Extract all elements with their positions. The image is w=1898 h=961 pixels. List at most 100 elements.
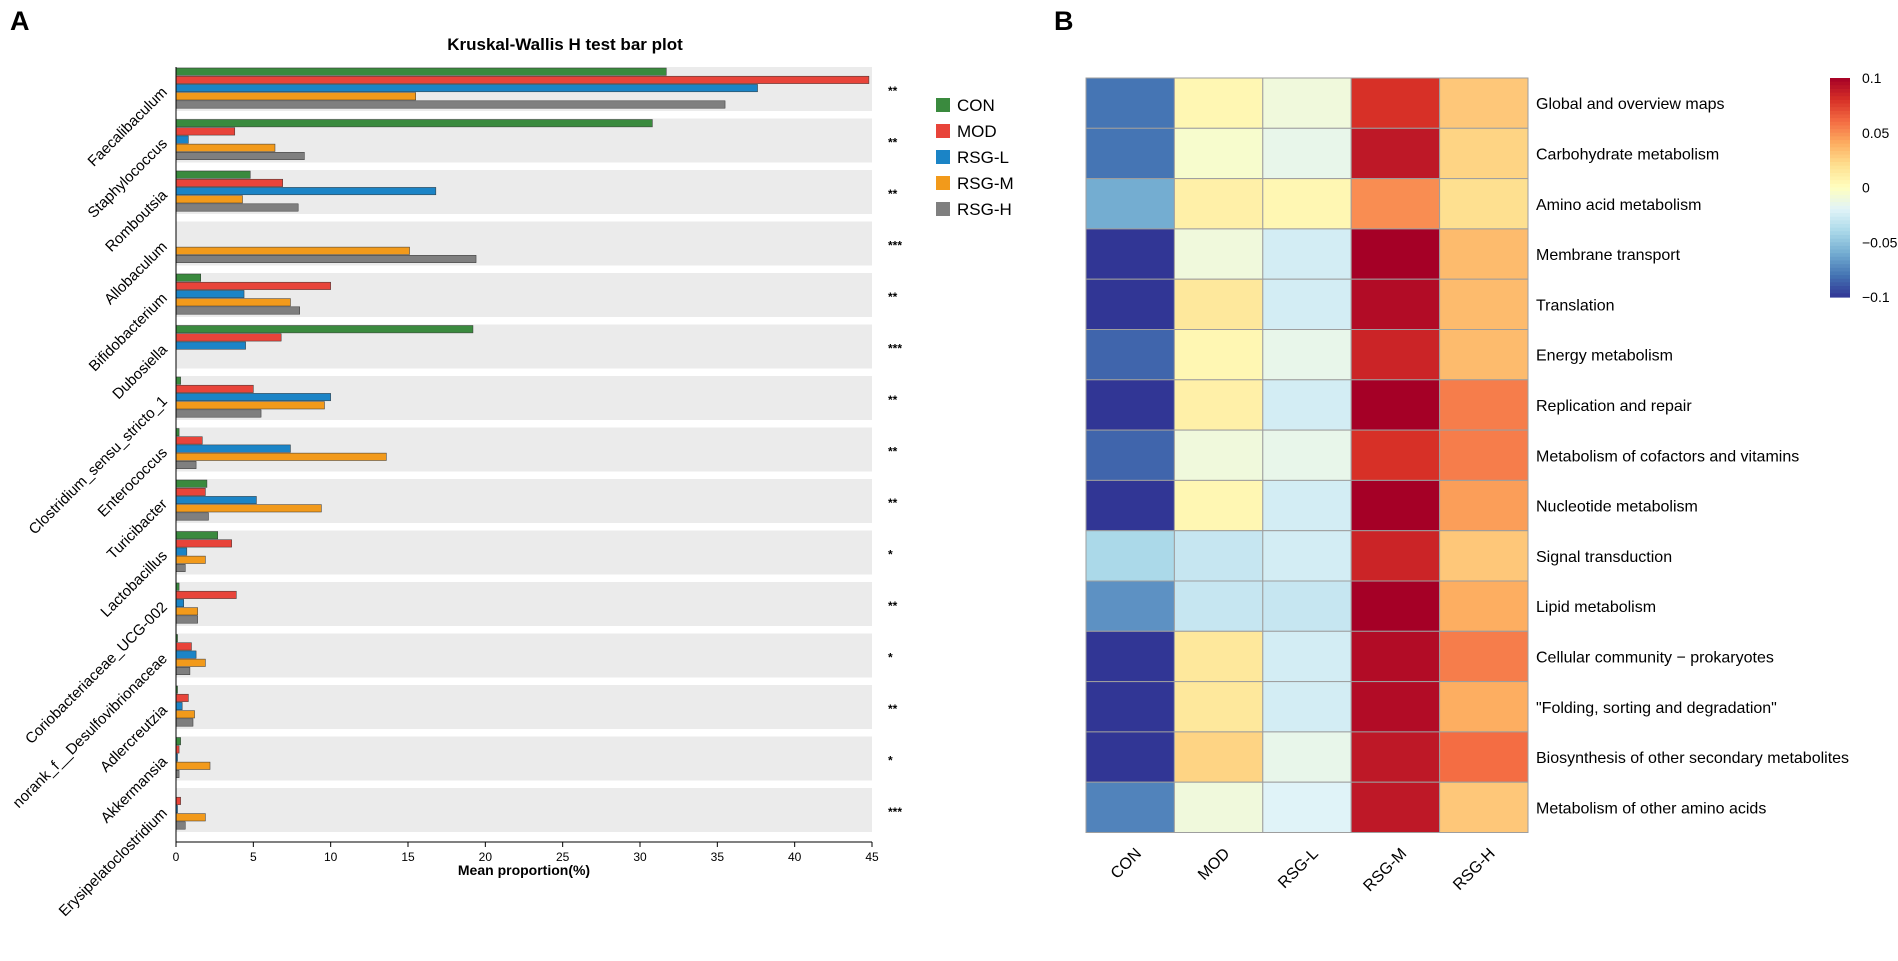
bar-chart-rows: Faecalibaculum **Staphylococcus **Rombouts… — [10, 67, 902, 920]
heat-cell-amino-acid-metabolism-rsg-l — [1262, 178, 1352, 230]
heat-cell-carbohydrate-metabolism-con — [1085, 127, 1175, 180]
heatmap-row-label: Cellular community − prokaryotes — [1536, 649, 1774, 666]
colorbar-segment — [1830, 191, 1850, 196]
bar-clostridium-sensu-stricto-1-con — [175, 376, 181, 385]
colorbar-segment — [1830, 92, 1850, 97]
heat-cell-biosynthesis-of-other-secondary-metabolites-rsg-h — [1439, 731, 1529, 783]
heat-cell-metabolism-of-other-amino-acids-rsg-h — [1439, 781, 1529, 834]
significance-label: ** — [888, 187, 898, 201]
colorbar-segment — [1830, 260, 1850, 265]
colorbar-segment — [1830, 180, 1850, 185]
colorbar-segment — [1830, 81, 1850, 86]
heat-cell-biosynthesis-of-other-secondary-metabolites-con — [1085, 731, 1175, 783]
bar-enterococcus-rsg-h — [175, 461, 197, 469]
bar-adlercreutzia-rsg-m — [175, 710, 195, 719]
heat-cell-biosynthesis-of-other-secondary-metabolites-mod — [1173, 731, 1264, 783]
colorbar-segment — [1830, 158, 1850, 163]
heatmap-row-label: Membrane transport — [1536, 247, 1681, 264]
bar-enterococcus-mod — [175, 436, 203, 445]
heat-cell-folding-sorting-and-degradation-con — [1085, 681, 1175, 733]
colorbar-segment — [1830, 238, 1850, 243]
x-tick-label: 30 — [633, 850, 647, 864]
legend-label-rsg-m: RSG-M — [957, 174, 1014, 193]
significance-label: *** — [888, 342, 902, 356]
row-band-lactobacillus — [176, 530, 872, 575]
bar-romboutsia-mod — [175, 178, 283, 187]
bar-clostridium-sensu-stricto-1-mod — [175, 384, 254, 393]
bar-turicibacter-mod — [175, 487, 206, 496]
bar-turicibacter-rsg-l — [175, 496, 257, 505]
heat-cell-carbohydrate-metabolism-mod — [1173, 127, 1264, 180]
heat-cell-metabolism-of-other-amino-acids-mod — [1173, 781, 1264, 834]
x-tick-label: 40 — [788, 850, 802, 864]
legend-label-con: CON — [957, 96, 995, 115]
colorbar-segment — [1830, 282, 1850, 287]
heatmap-column-label: RSG-M — [1360, 845, 1410, 895]
colorbar-segment — [1830, 205, 1850, 210]
row-band-erysipelatoclostridium — [176, 788, 872, 832]
colorbar-segment — [1830, 161, 1850, 167]
heat-cell-metabolism-of-cofactors-and-vitamins-rsg-l — [1262, 429, 1352, 481]
heat-cell-translation-mod — [1173, 278, 1264, 331]
bar-norank-f-desulfovibrionaceae-rsg-l — [175, 650, 197, 659]
heat-cell-global-and-overview-maps-rsg-m — [1350, 77, 1441, 129]
heat-cell-replication-and-repair-rsg-m — [1350, 379, 1441, 431]
heatmap-row-label: Energy metabolism — [1536, 348, 1673, 365]
legend-swatch-mod — [936, 124, 950, 138]
heat-cell-nucleotide-metabolism-rsg-l — [1262, 479, 1352, 532]
colorbar-segment — [1830, 234, 1850, 240]
colorbar-segment — [1830, 213, 1850, 218]
bar-dubosiella-con — [175, 325, 474, 334]
heat-cell-global-and-overview-maps-rsg-l — [1262, 77, 1352, 129]
colorbar-segment — [1830, 293, 1850, 298]
colorbar-segment — [1830, 114, 1850, 119]
heat-cell-replication-and-repair-rsg-l — [1262, 379, 1352, 431]
bar-clostridium-sensu-stricto-1-rsg-l — [175, 393, 331, 402]
bar-bifidobacterium-rsg-l — [175, 290, 245, 299]
panel-b-label: B — [1054, 6, 1074, 36]
bar-coriobacteriaceae-ucg-002-mod — [175, 590, 237, 599]
heatmap-row-label: Metabolism of other amino acids — [1536, 800, 1766, 817]
x-tick-label: 35 — [711, 850, 725, 864]
bar-staphylococcus-rsg-h — [175, 152, 305, 160]
bar-bifidobacterium-rsg-m — [175, 298, 291, 307]
colorbar-segment — [1830, 140, 1850, 145]
colorbar-segment — [1830, 289, 1850, 294]
colorbar-segment — [1830, 129, 1850, 134]
row-band-coriobacteriaceae-ucg-002 — [176, 582, 872, 626]
colorbar-segment — [1830, 264, 1850, 269]
colorbar-segment — [1830, 253, 1850, 258]
colorbar-segment — [1830, 227, 1850, 232]
colorbar-segment — [1830, 151, 1850, 156]
heat-cell-signal-transduction-rsg-l — [1262, 530, 1352, 582]
legend-swatch-con — [936, 98, 950, 112]
heat-cell-membrane-transport-con — [1085, 228, 1175, 280]
bar-faecalibaculum-rsg-h — [175, 100, 726, 109]
x-tick-label: 10 — [324, 850, 338, 864]
colorbar-segment — [1830, 172, 1850, 178]
bar-romboutsia-rsg-l — [175, 187, 437, 196]
heat-cell-carbohydrate-metabolism-rsg-h — [1439, 127, 1529, 180]
colorbar-tick-label: 0.05 — [1862, 125, 1889, 141]
colorbar-segment — [1830, 165, 1850, 170]
bar-lactobacillus-rsg-m — [175, 555, 206, 564]
heat-cell-translation-rsg-h — [1439, 278, 1529, 331]
heat-cell-lipid-metabolism-rsg-l — [1262, 580, 1352, 632]
colorbar-segment — [1830, 286, 1850, 291]
heatmap-row-label: Carbohydrate metabolism — [1536, 146, 1719, 163]
bar-coriobacteriaceae-ucg-002-rsg-m — [175, 607, 198, 616]
heat-cell-energy-metabolism-mod — [1173, 329, 1264, 381]
bar-romboutsia-con — [175, 170, 251, 179]
heatmap-row-label: Amino acid metabolism — [1536, 197, 1701, 214]
colorbar-segment — [1830, 143, 1850, 148]
heatmap-column-label: RSG-L — [1275, 845, 1322, 892]
heat-cell-nucleotide-metabolism-mod — [1173, 479, 1264, 532]
heatmap-row-label: Signal transduction — [1536, 549, 1672, 566]
heat-cell-replication-and-repair-rsg-h — [1439, 379, 1529, 431]
bar-norank-f-desulfovibrionaceae-mod — [175, 642, 192, 651]
heatmap-row-labels: Global and overview maps Carbohydrate met… — [1536, 96, 1849, 817]
heat-cell-folding-sorting-and-degradation-mod — [1173, 681, 1264, 733]
heat-cell-folding-sorting-and-degradation-rsg-m — [1350, 681, 1441, 733]
colorbar-segment — [1830, 187, 1850, 192]
